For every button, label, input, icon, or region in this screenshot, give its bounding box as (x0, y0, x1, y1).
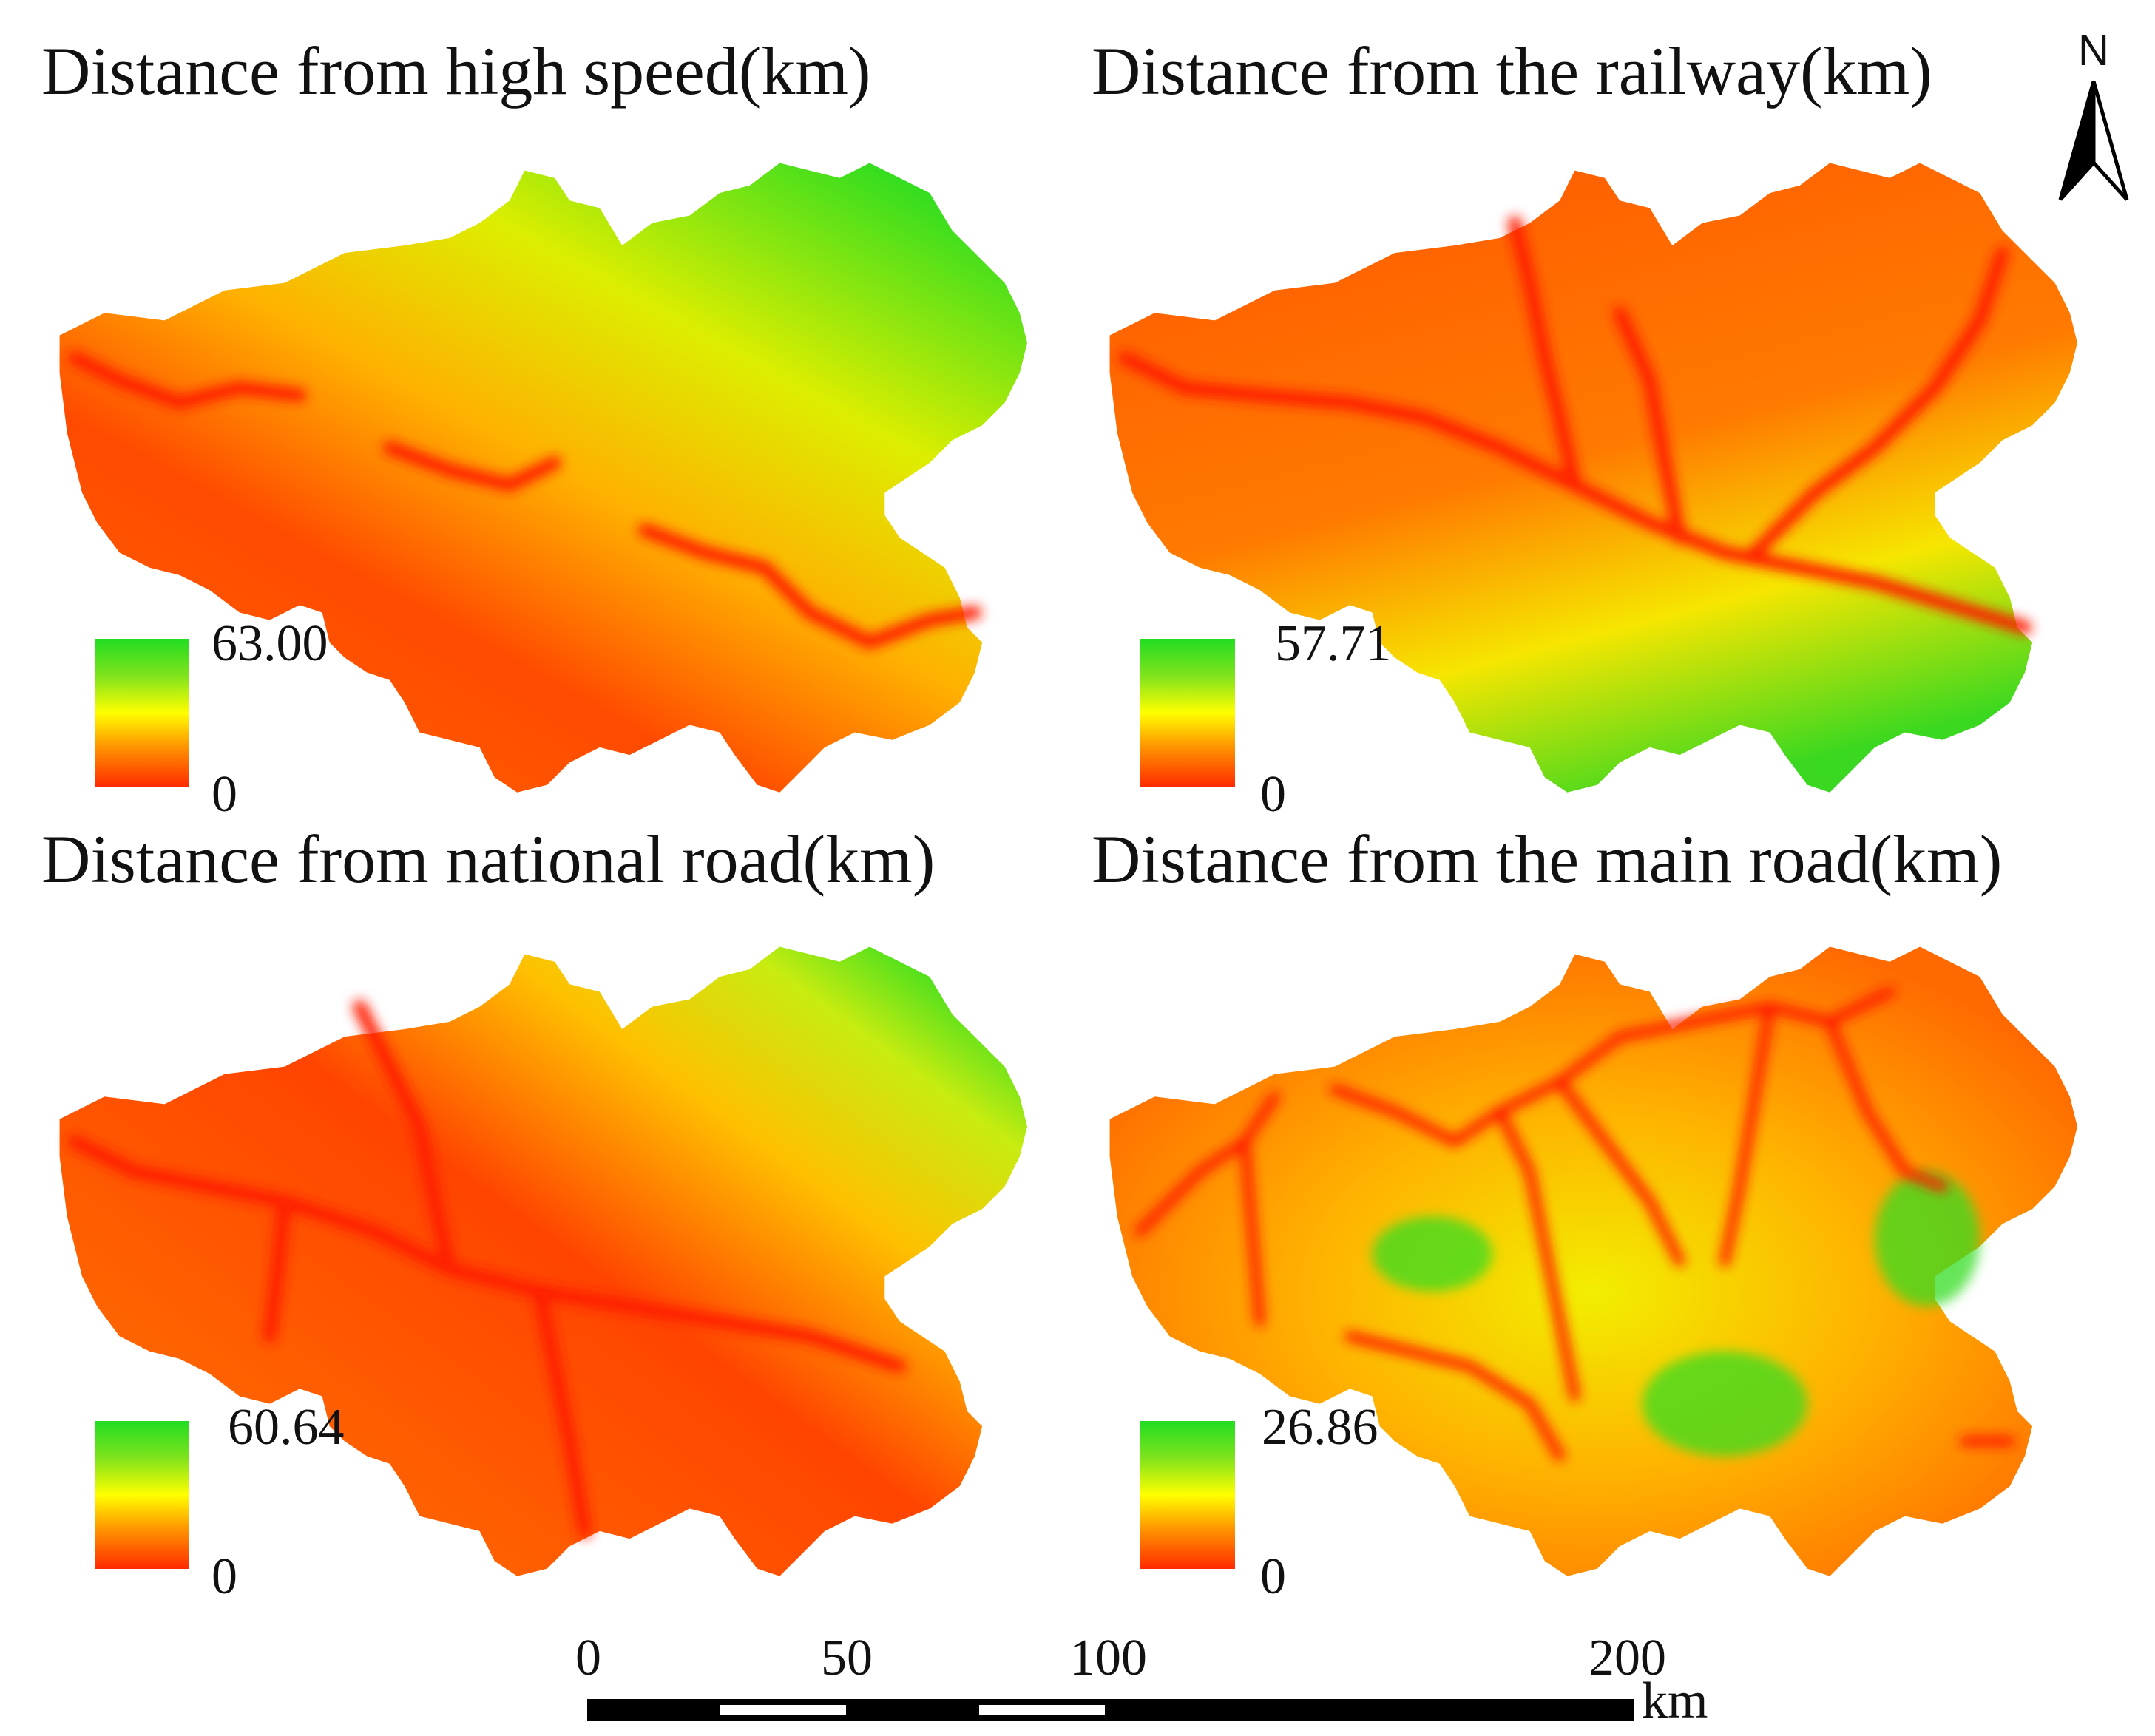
map-main-road (1109, 946, 2077, 1576)
legend-max-label: 63.00 (212, 615, 328, 672)
legend-color-bar (1140, 1421, 1235, 1569)
legend-min-label: 0 (212, 1548, 237, 1605)
legend-color-bar (1140, 639, 1235, 787)
legend-min-label: 0 (1260, 766, 1286, 823)
north-arrow: N (2053, 30, 2134, 207)
legend-max-label: 26.86 (1262, 1399, 1378, 1456)
north-arrow-icon (2058, 81, 2129, 201)
legend-color-bar (95, 1421, 189, 1569)
map-national-road (59, 946, 1028, 1576)
panel-title-main-road: Distance from the main road(km) (1092, 821, 2003, 897)
scale-tick-200: 200 (1589, 1630, 1666, 1686)
scale-tick-50: 50 (821, 1630, 873, 1686)
scale-unit: km (1642, 1672, 1708, 1729)
scale-bar-graphic (587, 1699, 1634, 1721)
map-railway (1109, 163, 2077, 793)
scale-tick-100: 100 (1069, 1630, 1147, 1686)
map-high-speed (59, 163, 1028, 793)
legend-color-bar (95, 639, 189, 787)
panel-title-high-speed: Distance from high speed(km) (41, 33, 871, 109)
panel-title-railway: Distance from the railway(km) (1092, 33, 1932, 109)
legend-min-label: 0 (212, 766, 237, 823)
scale-tick-0: 0 (575, 1630, 601, 1686)
north-label: N (2078, 27, 2109, 75)
legend-max-label: 60.64 (228, 1399, 345, 1456)
legend-max-label: 57.71 (1275, 615, 1392, 672)
panel-title-national-road: Distance from national road(km) (41, 821, 936, 897)
legend-min-label: 0 (1260, 1548, 1286, 1605)
